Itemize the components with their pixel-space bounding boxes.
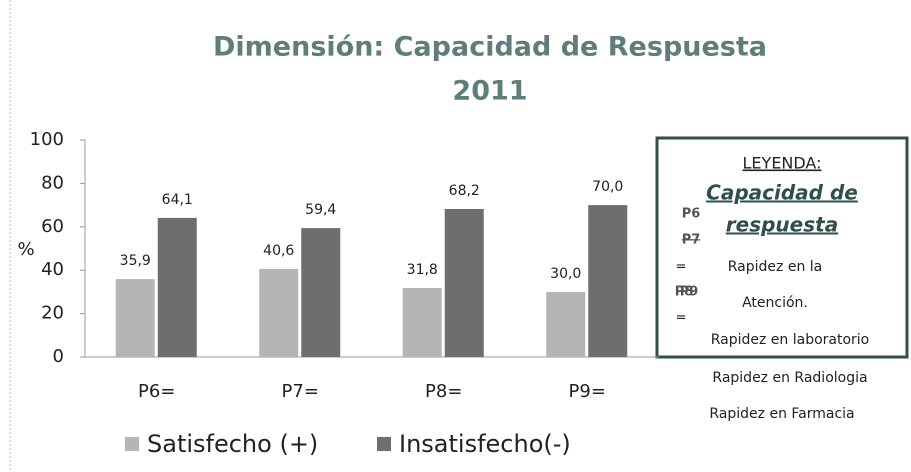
bar <box>301 228 341 357</box>
box-separator: = <box>676 311 687 326</box>
legend-box <box>655 136 909 359</box>
value-label: 70,0 <box>592 179 623 195</box>
bar <box>157 217 197 357</box>
bar <box>444 209 484 357</box>
box-key: P9 <box>680 285 699 300</box>
value-label: 30,0 <box>550 266 581 282</box>
legend-label: Satisfecho (+) <box>147 430 318 458</box>
y-axis-label: % <box>17 239 34 260</box>
value-label: 31,8 <box>407 262 438 278</box>
value-label: 64,1 <box>162 192 193 208</box>
value-label: 68,2 <box>449 183 480 199</box>
y-tick-label: 60 <box>41 216 64 237</box>
y-tick-label: 100 <box>30 129 64 150</box>
box-key: P6 <box>682 207 701 222</box>
y-tick-label: 20 <box>41 303 64 324</box>
value-label: 40,6 <box>263 243 294 259</box>
box-heading: LEYENDA: <box>743 154 822 173</box>
chart-title: Dimensión: Capacidad de Respuesta <box>213 32 767 63</box>
bar <box>588 205 628 357</box>
box-key: P8 <box>675 285 694 300</box>
y-tick-label: 80 <box>41 172 64 193</box>
box-subheading: Capacidad de <box>706 181 858 205</box>
chart-subtitle: 2011 <box>452 76 527 107</box>
y-tick-label: 0 <box>53 346 64 367</box>
legend-swatch <box>377 437 391 451</box>
legend-swatch <box>125 437 139 451</box>
box-subheading: respuesta <box>726 213 838 237</box>
bar <box>115 279 155 357</box>
x-tick-label: P9= <box>569 381 606 402</box>
box-item: Atención. <box>742 295 808 311</box>
value-label: 35,9 <box>120 253 151 269</box>
box-item: Rapidez en Farmacia <box>709 406 854 422</box>
value-label: 59,4 <box>305 202 336 218</box>
legend-label: Insatisfecho(-) <box>399 430 571 458</box>
box-item: Rapidez en Radiologia <box>712 370 867 386</box>
box-item: Rapidez en laboratorio <box>711 332 870 348</box>
bar <box>546 291 586 357</box>
box-separator: = <box>676 260 687 275</box>
x-tick-label: P8= <box>425 381 462 402</box>
y-tick-label: 40 <box>41 259 64 280</box>
bar <box>402 287 442 357</box>
x-tick-label: P6= <box>138 381 175 402</box>
box-item: Rapidez en la <box>728 259 822 275</box>
x-tick-label: P7= <box>282 381 319 402</box>
box-key: P7 <box>682 233 701 248</box>
bar <box>259 268 299 357</box>
